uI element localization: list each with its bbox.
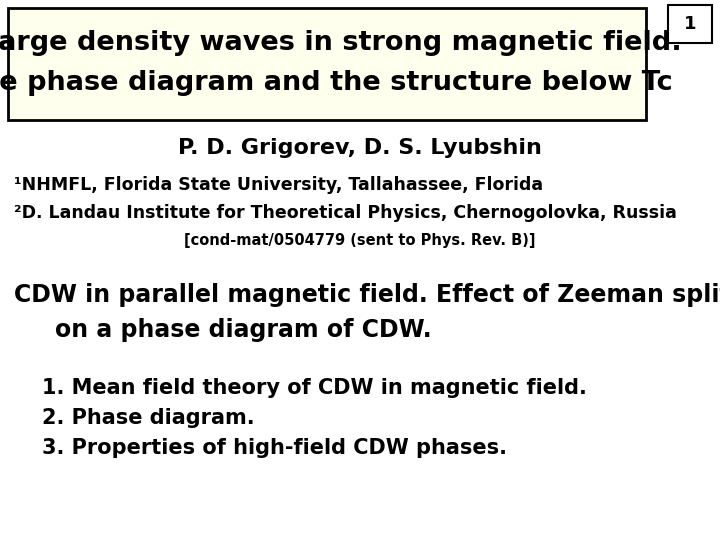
Text: [cond-mat/0504779 (sent to Phys. Rev. B)]: [cond-mat/0504779 (sent to Phys. Rev. B)…	[184, 233, 536, 247]
Text: on a phase diagram of CDW.: on a phase diagram of CDW.	[55, 318, 431, 342]
Text: CDW in parallel magnetic field. Effect of Zeeman splitting: CDW in parallel magnetic field. Effect o…	[14, 283, 720, 307]
Text: ²D. Landau Institute for Theoretical Physics, Chernogolovka, Russia: ²D. Landau Institute for Theoretical Phy…	[14, 204, 677, 222]
Text: 3. Properties of high-field CDW phases.: 3. Properties of high-field CDW phases.	[42, 438, 507, 458]
Text: the phase diagram and the structure below Tc: the phase diagram and the structure belo…	[0, 70, 673, 96]
Text: Charge density waves in strong magnetic field:: Charge density waves in strong magnetic …	[0, 30, 681, 56]
FancyBboxPatch shape	[668, 5, 712, 43]
Text: ¹NHMFL, Florida State University, Tallahassee, Florida: ¹NHMFL, Florida State University, Tallah…	[14, 176, 543, 194]
Text: 1: 1	[684, 15, 696, 33]
Text: 1. Mean field theory of CDW in magnetic field.: 1. Mean field theory of CDW in magnetic …	[42, 378, 587, 398]
FancyBboxPatch shape	[8, 8, 646, 120]
Text: 2. Phase diagram.: 2. Phase diagram.	[42, 408, 255, 428]
Text: P. D. Grigorev, D. S. Lyubshin: P. D. Grigorev, D. S. Lyubshin	[178, 138, 542, 158]
